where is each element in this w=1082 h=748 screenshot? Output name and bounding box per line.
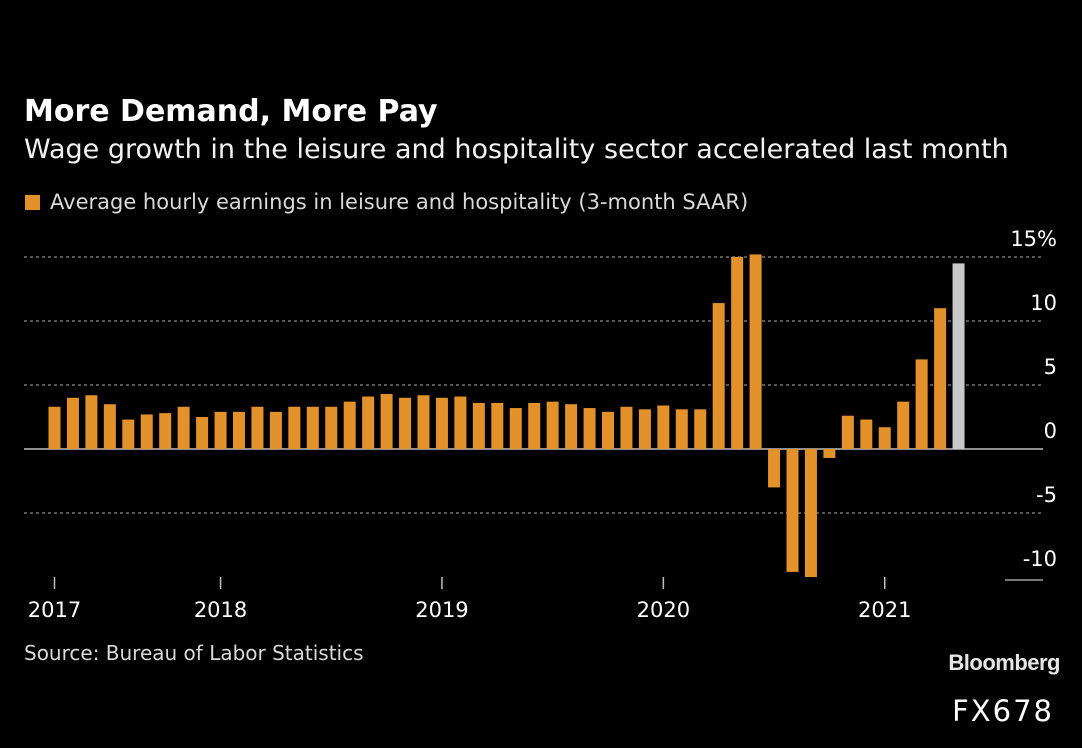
bar bbox=[177, 406, 190, 449]
legend-label: Average hourly earnings in leisure and h… bbox=[50, 190, 749, 214]
bar bbox=[454, 396, 467, 449]
bar bbox=[712, 303, 725, 449]
x-tick-label: 2017 bbox=[28, 598, 81, 622]
bar bbox=[380, 393, 393, 449]
bar bbox=[620, 406, 633, 449]
y-tick-label: -5 bbox=[1036, 483, 1057, 507]
bar bbox=[528, 402, 541, 449]
bar bbox=[103, 404, 116, 449]
bar bbox=[417, 395, 430, 449]
bar bbox=[546, 401, 559, 449]
bar bbox=[472, 402, 485, 449]
bar bbox=[140, 414, 153, 449]
legend: Average hourly earnings in leisure and h… bbox=[25, 190, 748, 214]
bloomberg-logo: Bloomberg bbox=[948, 650, 1060, 675]
bar bbox=[934, 308, 947, 449]
bar bbox=[583, 408, 596, 449]
bar bbox=[638, 409, 651, 449]
bar bbox=[565, 404, 578, 449]
bar bbox=[48, 406, 61, 449]
bar bbox=[860, 419, 873, 449]
bar bbox=[66, 397, 79, 449]
bar bbox=[694, 409, 707, 449]
bar bbox=[768, 449, 781, 488]
bar bbox=[399, 397, 412, 449]
chart-title: More Demand, More Pay bbox=[24, 94, 438, 129]
bar bbox=[196, 417, 209, 449]
y-tick-label: 5 bbox=[1044, 355, 1057, 379]
bar bbox=[122, 419, 135, 449]
bar bbox=[233, 411, 245, 449]
bar bbox=[509, 408, 522, 449]
bar bbox=[841, 415, 854, 449]
bar bbox=[435, 397, 448, 449]
y-tick-label: 10 bbox=[1030, 291, 1057, 315]
legend-swatch bbox=[25, 194, 40, 210]
bar bbox=[602, 411, 614, 449]
bar bbox=[823, 449, 836, 458]
bar bbox=[749, 254, 762, 449]
bar bbox=[804, 449, 817, 577]
bar bbox=[306, 406, 319, 449]
bar bbox=[325, 406, 338, 449]
bar bbox=[362, 396, 375, 449]
x-tick-label: 2019 bbox=[415, 598, 468, 622]
bar bbox=[251, 406, 264, 449]
bar bbox=[269, 411, 282, 449]
bar bbox=[786, 449, 799, 572]
bar-latest bbox=[952, 263, 965, 449]
bar bbox=[85, 395, 98, 449]
bar bbox=[878, 427, 891, 449]
x-tick-label: 2020 bbox=[637, 598, 690, 622]
x-tick-label: 2018 bbox=[194, 598, 247, 622]
y-tick-label: 15% bbox=[1010, 227, 1057, 251]
y-tick-label: -10 bbox=[1023, 547, 1057, 571]
bar bbox=[343, 401, 356, 449]
bar bbox=[731, 257, 744, 449]
source-note: Source: Bureau of Labor Statistics bbox=[24, 641, 364, 665]
bar bbox=[288, 406, 301, 449]
chart-code: FX678 bbox=[952, 694, 1054, 728]
y-tick-label: 0 bbox=[1044, 419, 1057, 443]
bar bbox=[897, 401, 910, 449]
bar bbox=[214, 411, 227, 449]
bar bbox=[915, 359, 928, 449]
x-tick-label: 2021 bbox=[858, 598, 911, 622]
chart-subtitle: Wage growth in the leisure and hospitali… bbox=[24, 134, 1009, 165]
bar bbox=[675, 409, 688, 449]
bar bbox=[657, 405, 670, 449]
bar bbox=[159, 413, 172, 449]
bar bbox=[491, 402, 504, 449]
